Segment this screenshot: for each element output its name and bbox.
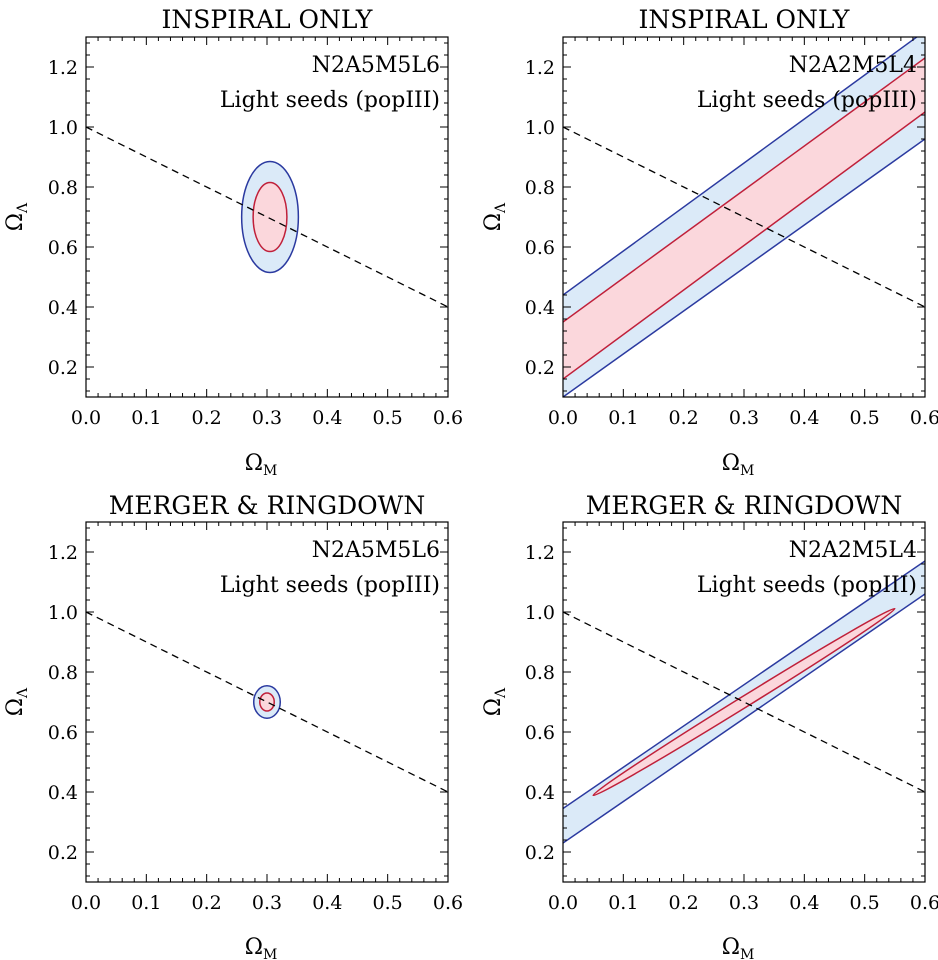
x-tick-label: 0.1	[131, 892, 161, 914]
x-tick-label: 0.6	[910, 892, 938, 914]
panel-2: 0.0 0.1 0.2 0.3 0.4 0.5 0.6 0.2 0.4 0.6 0.8 1.0 1.2 I…	[481, 5, 938, 479]
y-tick-label: 1.2	[48, 542, 78, 564]
model-annotation: N2A2M5L4	[789, 538, 917, 563]
x-tick-label: 0.1	[131, 407, 161, 429]
y-tick-label: 0.8	[525, 662, 555, 684]
y-tick-label: 0.4	[48, 297, 78, 319]
panel-4: 0.0 0.1 0.2 0.3 0.4 0.5 0.6 0.2 0.4 0.6 0.8 1.0 1.2 M…	[481, 491, 938, 960]
x-tick-label: 0.6	[910, 407, 938, 429]
y-tick-label: 0.2	[48, 842, 78, 864]
x-tick-label: 0.4	[789, 407, 819, 429]
y-tick-label: 0.4	[525, 782, 555, 804]
flat-universe-dashed-line	[563, 611, 925, 793]
inner-band-upper-edge	[563, 57, 925, 323]
y-tick-label: 0.6	[525, 722, 555, 744]
outer-band-upper-edge	[563, 560, 925, 810]
x-tick-label: 0.5	[850, 407, 880, 429]
y-tick-label: 0.6	[48, 237, 78, 259]
y-tick-label: 1.2	[525, 57, 555, 79]
x-tick-label: 0.2	[669, 407, 699, 429]
flat-universe-dashed-line	[563, 126, 925, 308]
inner-confidence-ellipse	[252, 181, 288, 253]
panel-title: INSPIRAL ONLY	[639, 5, 850, 34]
y-axis-label: ΩΛ	[3, 202, 31, 231]
x-tick-label: 0.3	[729, 892, 759, 914]
panel-3: 0.0 0.1 0.2 0.3 0.4 0.5 0.6 0.2 0.4 0.6 0.8 1.0 1.2 M…	[3, 491, 463, 960]
x-tick-label: 0.2	[192, 892, 222, 914]
panel-title: INSPIRAL ONLY	[162, 5, 373, 34]
y-tick-label: 1.0	[525, 117, 555, 139]
x-axis-label: ΩM	[722, 451, 755, 479]
model-annotation: N2A2M5L4	[789, 53, 917, 78]
x-tick-label: 0.2	[669, 892, 699, 914]
y-tick-label: 1.0	[525, 602, 555, 624]
plot-area	[563, 37, 925, 397]
x-tick-label: 0.0	[548, 407, 578, 429]
x-tick-label: 0.1	[608, 407, 638, 429]
x-tick-label: 0.3	[252, 892, 282, 914]
inner-confidence-ellipse	[259, 692, 275, 712]
y-tick-label: 1.0	[48, 602, 78, 624]
y-tick-label: 0.4	[48, 782, 78, 804]
plot-area	[86, 126, 448, 308]
x-tick-label: 0.5	[850, 892, 880, 914]
x-tick-label: 0.5	[373, 407, 403, 429]
y-tick-label: 0.8	[48, 662, 78, 684]
flat-universe-dashed-line	[86, 611, 448, 793]
inner-confidence-ellipse	[592, 607, 896, 797]
x-tick-label: 0.4	[312, 892, 342, 914]
y-tick-label: 0.6	[48, 722, 78, 744]
seed-annotation: Light seeds (popIII)	[697, 573, 917, 598]
y-axis-label: ΩΛ	[481, 202, 509, 231]
x-tick-label: 0.5	[373, 892, 403, 914]
seed-annotation: Light seeds (popIII)	[220, 88, 440, 113]
panel-title: MERGER & RINGDOWN	[109, 491, 426, 520]
x-tick-label: 0.3	[252, 407, 282, 429]
y-tick-label: 0.6	[525, 237, 555, 259]
x-tick-label: 0.6	[433, 892, 463, 914]
outer-band-upper-edge	[563, 37, 919, 296]
y-tick-label: 0.2	[525, 357, 555, 379]
model-annotation: N2A5M5L6	[312, 53, 440, 78]
inner-band-lower-edge	[563, 111, 925, 380]
outer-band-lower-edge	[563, 138, 925, 397]
x-tick-label: 0.4	[312, 407, 342, 429]
x-tick-label: 0.0	[548, 892, 578, 914]
model-annotation: N2A5M5L6	[312, 538, 440, 563]
x-axis-label: ΩM	[722, 935, 755, 960]
y-tick-label: 1.2	[525, 542, 555, 564]
y-tick-label: 0.8	[525, 177, 555, 199]
y-tick-label: 0.4	[525, 297, 555, 319]
plot-area	[563, 560, 925, 844]
x-tick-label: 0.2	[192, 407, 222, 429]
panel-1: 0.0 0.1 0.2 0.3 0.4 0.5 0.6 0.2 0.4 0.6 0.8 1.0 1.2 I…	[3, 5, 463, 479]
x-tick-label: 0.1	[608, 892, 638, 914]
x-tick-label: 0.6	[433, 407, 463, 429]
y-axis-label: ΩΛ	[3, 687, 31, 716]
x-tick-label: 0.3	[729, 407, 759, 429]
x-tick-label: 0.0	[71, 407, 101, 429]
y-tick-label: 0.2	[525, 842, 555, 864]
seed-annotation: Light seeds (popIII)	[220, 573, 440, 598]
y-tick-label: 0.2	[48, 357, 78, 379]
y-axis-label: ΩΛ	[481, 687, 509, 716]
plot-area	[86, 611, 448, 793]
y-tick-label: 0.8	[48, 177, 78, 199]
x-tick-label: 0.0	[71, 892, 101, 914]
flat-universe-dashed-line	[86, 126, 448, 308]
y-tick-label: 1.0	[48, 117, 78, 139]
x-axis-label: ΩM	[245, 935, 278, 960]
inner-confidence-band	[563, 58, 925, 379]
y-tick-label: 1.2	[48, 57, 78, 79]
panel-title: MERGER & RINGDOWN	[586, 491, 903, 520]
x-tick-label: 0.4	[789, 892, 819, 914]
seed-annotation: Light seeds (popIII)	[697, 88, 917, 113]
outer-band-lower-edge	[563, 593, 925, 844]
x-axis-label: ΩM	[245, 451, 278, 479]
